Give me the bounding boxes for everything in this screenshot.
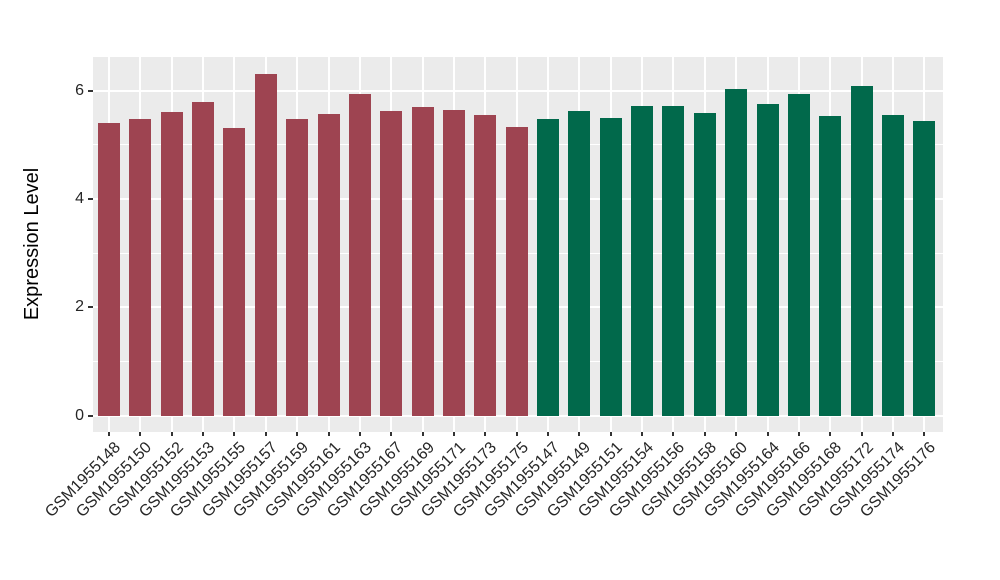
gridline-major — [93, 414, 943, 417]
x-tick-mark — [233, 432, 236, 436]
bar-GSM1955155 — [223, 128, 246, 416]
x-tick-mark — [296, 432, 299, 436]
x-tick-mark — [264, 432, 267, 436]
y-tick-label: 4 — [75, 190, 84, 208]
bar-GSM1955154 — [631, 106, 654, 416]
bar-GSM1955161 — [317, 113, 340, 416]
x-tick-mark — [735, 432, 738, 436]
y-tick-mark — [88, 414, 93, 417]
bar-GSM1955176 — [913, 121, 936, 416]
bar-GSM1955175 — [505, 126, 528, 416]
bar-GSM1955156 — [662, 106, 685, 416]
bar-GSM1955171 — [442, 110, 465, 416]
x-tick-mark — [609, 432, 612, 436]
y-tick-label: 2 — [75, 298, 84, 316]
bar-GSM1955149 — [568, 111, 591, 416]
y-tick-mark — [88, 306, 93, 309]
y-tick-mark — [88, 198, 93, 201]
x-tick-mark — [421, 432, 424, 436]
y-tick-label: 6 — [75, 81, 84, 99]
x-tick-mark — [703, 432, 706, 436]
x-tick-mark — [170, 432, 173, 436]
bar-GSM1955164 — [756, 104, 779, 416]
y-tick-label: 0 — [75, 406, 84, 424]
x-tick-mark — [202, 432, 205, 436]
bar-GSM1955147 — [537, 118, 560, 416]
x-tick-mark — [578, 432, 581, 436]
bar-GSM1955160 — [725, 88, 748, 416]
y-tick-mark — [88, 89, 93, 92]
bar-GSM1955168 — [819, 116, 842, 416]
y-axis-title: Expression Level — [21, 167, 43, 321]
x-tick-mark — [358, 432, 361, 436]
bar-GSM1955153 — [192, 102, 215, 416]
bar-GSM1955166 — [787, 94, 810, 416]
bar-GSM1955157 — [254, 73, 277, 416]
x-tick-mark — [390, 432, 393, 436]
x-tick-mark — [797, 432, 800, 436]
x-tick-mark — [766, 432, 769, 436]
x-tick-mark — [860, 432, 863, 436]
bar-GSM1955173 — [474, 115, 497, 416]
x-tick-mark — [139, 432, 142, 436]
x-tick-mark — [641, 432, 644, 436]
bar-GSM1955158 — [693, 112, 716, 416]
bar-GSM1955151 — [599, 117, 622, 416]
bar-GSM1955163 — [348, 93, 371, 416]
bar-GSM1955169 — [411, 106, 434, 416]
bar-GSM1955167 — [380, 110, 403, 416]
bar-GSM1955150 — [129, 119, 152, 416]
x-tick-mark — [547, 432, 550, 436]
x-tick-mark — [672, 432, 675, 436]
x-tick-mark — [484, 432, 487, 436]
x-tick-mark — [892, 432, 894, 436]
bar-GSM1955159 — [286, 118, 309, 416]
x-tick-mark — [923, 432, 926, 436]
bar-GSM1955148 — [98, 122, 120, 416]
x-tick-mark — [108, 432, 110, 436]
x-tick-mark — [515, 432, 518, 436]
gridline-major — [93, 89, 943, 92]
bar-GSM1955174 — [882, 114, 904, 416]
bar-GSM1955172 — [850, 86, 873, 416]
x-tick-mark — [452, 432, 455, 436]
x-tick-mark — [829, 432, 832, 436]
bar-GSM1955152 — [160, 112, 183, 416]
x-tick-mark — [327, 432, 330, 436]
